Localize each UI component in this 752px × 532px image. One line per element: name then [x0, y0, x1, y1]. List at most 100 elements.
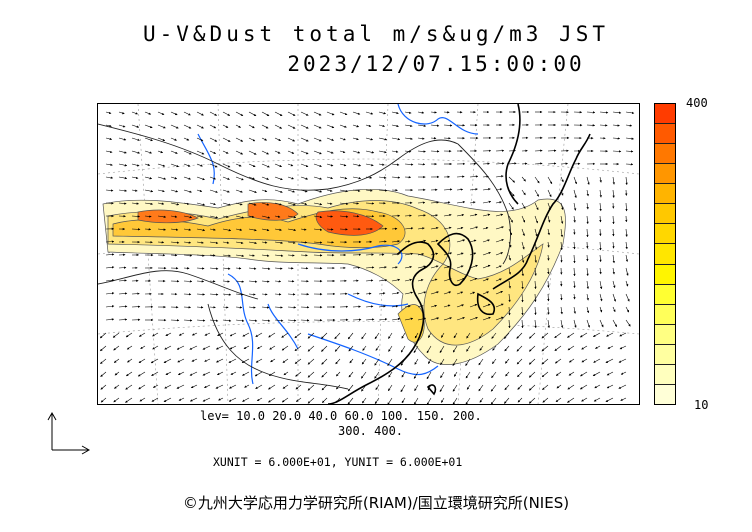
- wind-vector: [334, 332, 341, 340]
- wind-vector: [378, 111, 386, 115]
- wind-vector: [414, 397, 419, 404]
- wind-vector: [391, 124, 399, 128]
- wind-vector: [202, 371, 211, 376]
- wind-vector: [586, 111, 596, 114]
- wind-vector: [339, 176, 348, 180]
- wind-vector: [456, 200, 466, 204]
- wind-vector: [274, 124, 283, 129]
- wind-vector: [612, 306, 616, 313]
- wind-vector: [508, 202, 514, 210]
- wind-vector: [417, 214, 426, 217]
- wind-vector: [217, 332, 224, 336]
- wind-vector: [573, 202, 577, 211]
- wind-vector: [560, 202, 564, 210]
- wind-vector: [105, 240, 115, 243]
- wind-vector: [528, 397, 536, 404]
- wind-vector: [99, 345, 107, 352]
- wind-vector: [469, 175, 479, 178]
- wind-vector: [568, 371, 575, 376]
- wind-vector: [321, 371, 328, 378]
- wind-vector: [222, 111, 231, 116]
- wind-vector: [307, 371, 315, 378]
- wind-vector: [619, 332, 627, 337]
- wind-vector: [287, 189, 295, 193]
- wind-vector: [439, 345, 445, 354]
- wind-vector: [287, 163, 294, 167]
- wind-vector: [466, 345, 471, 352]
- wind-vector: [261, 228, 270, 232]
- wind-vector: [625, 254, 629, 262]
- wind-vector: [170, 189, 179, 193]
- wind-vector: [404, 278, 413, 282]
- wind-vector: [196, 228, 206, 232]
- wind-vector: [417, 305, 424, 308]
- wind-vector: [152, 345, 159, 350]
- wind-vector: [516, 345, 523, 352]
- wind-vector: [176, 384, 185, 389]
- wind-vector: [196, 176, 205, 181]
- wind-vector: [586, 267, 589, 277]
- wind-vector: [254, 371, 263, 377]
- contour-levels-line2: 300. 400.: [338, 424, 404, 438]
- wind-vector: [404, 240, 411, 243]
- wind-vector: [163, 358, 172, 363]
- wind-vector: [248, 267, 257, 270]
- wind-vector: [466, 384, 471, 390]
- wind-vector: [452, 384, 458, 392]
- wind-vector: [164, 384, 172, 389]
- wind-vector: [209, 189, 218, 193]
- wind-vector: [573, 254, 576, 264]
- wind-vector: [295, 384, 302, 390]
- wind-vector: [365, 253, 374, 256]
- wind-vector: [313, 124, 322, 129]
- wind-vector: [560, 254, 563, 263]
- wind-vector: [378, 266, 387, 269]
- wind-vector: [105, 292, 115, 295]
- wind-vector: [222, 189, 230, 193]
- wind-vector: [495, 226, 504, 230]
- wind-vector: [157, 124, 166, 129]
- wind-vector: [573, 189, 577, 199]
- wind-vector: [100, 358, 107, 364]
- wind-vector: [426, 397, 432, 404]
- wind-vector: [282, 358, 289, 363]
- wind-vector: [326, 228, 334, 231]
- wind-vector: [555, 371, 562, 376]
- wind-vector: [307, 345, 315, 352]
- wind-vector: [495, 188, 503, 191]
- wind-vector: [335, 397, 341, 404]
- wind-vector: [196, 241, 204, 244]
- wind-vector: [547, 293, 550, 302]
- wind-vector: [430, 201, 439, 204]
- wind-vector: [541, 371, 549, 378]
- wind-vector: [378, 253, 385, 256]
- wind-vector: [242, 397, 250, 402]
- wind-vector: [144, 163, 151, 166]
- wind-vector: [144, 111, 152, 115]
- wind-vector: [131, 124, 140, 128]
- colorbar-swatch: [655, 124, 675, 145]
- wind-vector: [516, 332, 523, 339]
- wind-vector: [625, 280, 629, 287]
- wind-vector: [555, 397, 562, 403]
- wind-vector: [118, 305, 128, 308]
- wind-vector: [163, 397, 172, 402]
- wind-vector: [560, 176, 564, 183]
- wind-vector: [482, 239, 490, 243]
- wind-vector: [222, 241, 230, 244]
- wind-vector: [508, 189, 515, 197]
- wind-vector: [534, 319, 537, 329]
- wind-vector: [215, 345, 224, 350]
- wind-vector: [441, 332, 445, 338]
- wind-vector: [508, 228, 512, 236]
- wind-vector: [443, 124, 453, 127]
- wind-vector: [606, 384, 614, 389]
- wind-vector: [374, 371, 380, 379]
- wind-vector: [605, 397, 614, 402]
- wind-vector: [352, 137, 359, 141]
- wind-vector: [361, 384, 367, 392]
- wind-vector: [456, 226, 464, 230]
- wind-vector: [118, 292, 128, 295]
- wind-vector: [492, 345, 497, 351]
- wind-vector: [105, 137, 113, 141]
